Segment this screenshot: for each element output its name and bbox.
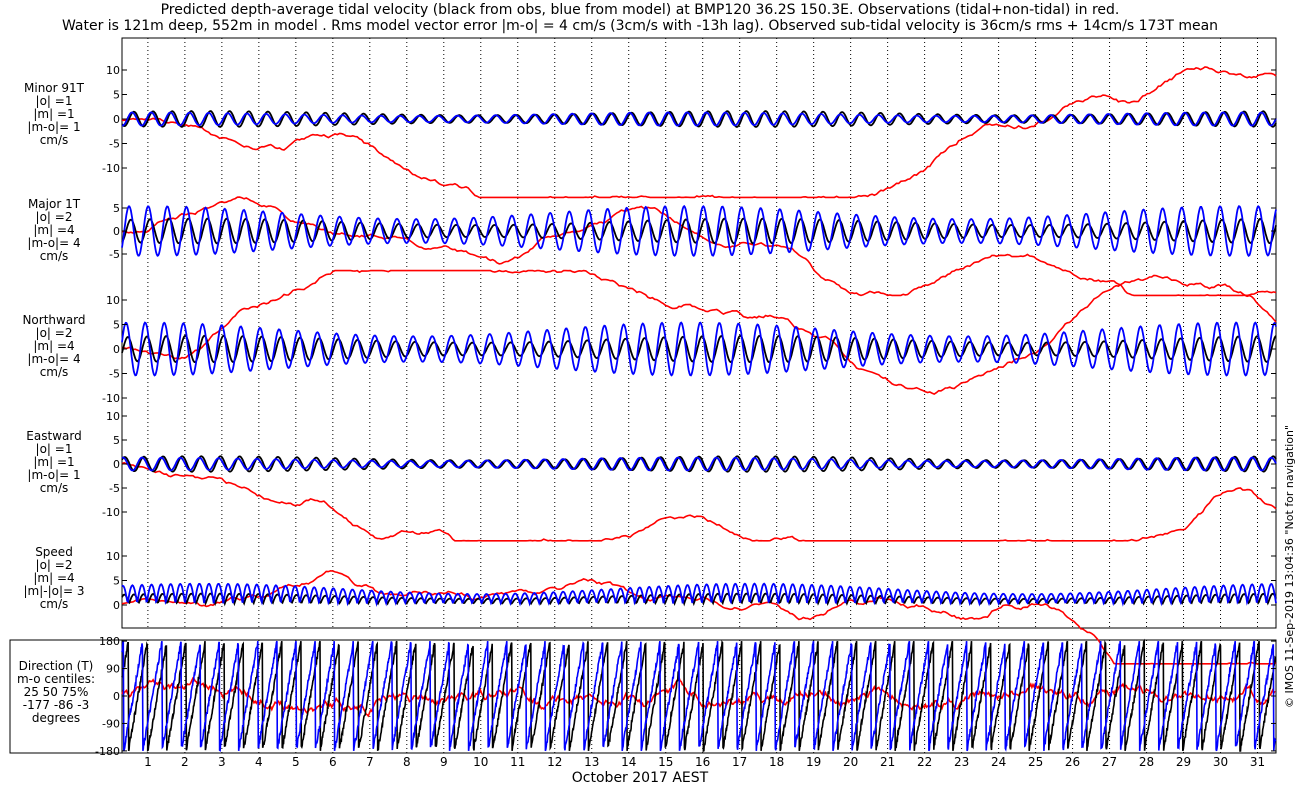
panel-label-speed: Speed |o| =2 |m| =4 |m|-|o|= 3 cm/s: [23, 545, 85, 611]
direction-model-tidal-line: [121, 640, 1277, 752]
x-tick-label: 19: [806, 755, 821, 769]
x-tick-label: 29: [1176, 755, 1191, 769]
x-tick-label: 31: [1250, 755, 1265, 769]
y-tick-label: -10: [102, 506, 120, 519]
x-tick-label: 24: [991, 755, 1006, 769]
x-tick-label: 23: [954, 755, 969, 769]
chart-title-line-1: Predicted depth-average tidal velocity (…: [160, 2, 1120, 18]
y-tick-label: -5: [109, 248, 120, 261]
y-tick-label: 5: [113, 202, 120, 215]
y-tick-label: 10: [106, 410, 120, 423]
x-tick-label: 8: [403, 755, 411, 769]
panel-label-minor: Minor 91T |o| =1 |m| =1 |m-o|= 1 cm/s: [24, 81, 84, 147]
observed-total-line: [121, 461, 1277, 542]
y-tick-label: 10: [106, 550, 120, 563]
x-tick-label: 5: [292, 755, 300, 769]
y-tick-label: -90: [102, 717, 120, 730]
x-tick-label: 3: [218, 755, 226, 769]
x-tick-label: 10: [473, 755, 488, 769]
y-tick-label: 5: [113, 89, 120, 102]
obs-tidal-line: [121, 334, 1277, 364]
y-tick-label: 0: [113, 458, 120, 471]
y-tick-label: -5: [109, 482, 120, 495]
x-tick-label: 6: [329, 755, 337, 769]
upper-plot-frame: [121, 37, 1277, 629]
y-tick-label: -5: [109, 138, 120, 151]
x-tick-label: 27: [1102, 755, 1117, 769]
y-tick-label: 10: [106, 64, 120, 77]
panel-label-eastward: Eastward |o| =1 |m| =1 |m-o|= 1 cm/s: [26, 429, 82, 495]
x-tick-label: 7: [366, 755, 374, 769]
x-tick-label: 4: [255, 755, 263, 769]
y-tick-label: 0: [113, 599, 120, 612]
x-tick-label: 17: [732, 755, 747, 769]
obs-tidal-line: [121, 110, 1277, 128]
x-tick-label: 9: [440, 755, 448, 769]
copyright-note: © IMOS 11-Sep-2019 13:04:36 "Not for nav…: [1283, 424, 1296, 708]
y-tick-label: 0: [113, 343, 120, 356]
panel-label-major: Major 1T |o| =2 |m| =4 |m-o|= 4 cm/s: [27, 197, 81, 263]
x-tick-label: 2: [181, 755, 189, 769]
y-tick-label: 90: [106, 663, 120, 676]
observed-total-line: [121, 569, 1277, 665]
y-tick-label: -5: [109, 368, 120, 381]
y-tick-label: 10: [106, 294, 120, 307]
y-tick-label: 5: [113, 575, 120, 588]
x-axis-label: October 2017 AEST: [571, 770, 709, 786]
observed-total-line: [121, 196, 1277, 297]
model-tidal-line: [121, 204, 1277, 258]
observed-total-line: [121, 269, 1277, 396]
x-tick-label: 26: [1065, 755, 1080, 769]
x-tick-label: 22: [917, 755, 932, 769]
y-tick-label: 0: [113, 690, 120, 703]
x-tick-label: 13: [584, 755, 599, 769]
chart-title-line-2: Water is 121m deep, 552m in model . Rms …: [61, 18, 1219, 34]
x-tick-label: 18: [769, 755, 784, 769]
x-tick-label: 11: [510, 755, 525, 769]
model-tidal-line: [121, 456, 1277, 472]
x-tick-label: 1: [144, 755, 152, 769]
model-tidal-line: [121, 321, 1277, 377]
model-tidal-line: [121, 582, 1277, 607]
y-tick-label: -10: [102, 392, 120, 405]
obs-tidal-line: [121, 455, 1277, 473]
x-tick-label: 14: [621, 755, 636, 769]
y-tick-label: 0: [113, 113, 120, 126]
x-tick-label: 30: [1213, 755, 1228, 769]
y-tick-label: -180: [95, 745, 120, 758]
x-tick-label: 20: [843, 755, 858, 769]
y-tick-label: 0: [113, 225, 120, 238]
y-tick-label: -10: [102, 162, 120, 175]
panel-label-direction: Direction (T) m-o centiles: 25 50 75% -177 …: [16, 659, 96, 725]
x-tick-label: 16: [695, 755, 710, 769]
y-tick-label: 180: [99, 635, 120, 648]
x-tick-label: 28: [1139, 755, 1154, 769]
model-tidal-line: [121, 111, 1277, 127]
y-tick-label: 5: [113, 434, 120, 447]
x-tick-label: 12: [547, 755, 562, 769]
x-tick-label: 15: [658, 755, 673, 769]
x-tick-label: 25: [1028, 755, 1043, 769]
observed-total-line: [122, 66, 1277, 199]
x-tick-label: 21: [880, 755, 895, 769]
panel-label-northward: Northward |o| =2 |m| =4 |m-o|= 4 cm/s: [22, 313, 86, 379]
y-tick-label: 5: [113, 319, 120, 332]
